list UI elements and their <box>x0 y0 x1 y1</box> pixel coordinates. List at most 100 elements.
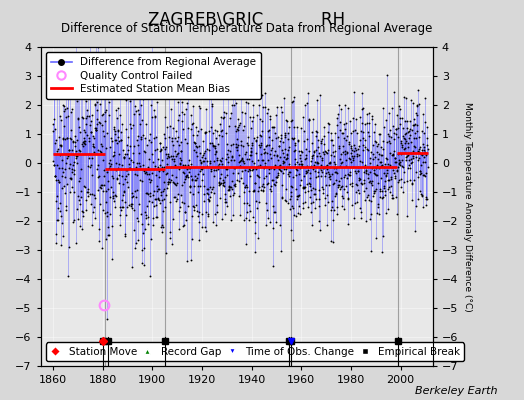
Point <box>157 192 166 198</box>
Point <box>159 224 167 230</box>
Point <box>379 146 387 152</box>
Point <box>208 101 216 108</box>
Point <box>220 109 228 116</box>
Point <box>336 151 345 157</box>
Point <box>89 209 97 215</box>
Point <box>54 204 62 211</box>
Point <box>405 157 413 164</box>
Point <box>270 166 279 172</box>
Point <box>326 164 335 170</box>
Point <box>50 78 58 84</box>
Point <box>218 127 226 134</box>
Point <box>329 148 337 155</box>
Point <box>299 114 308 120</box>
Point <box>173 151 181 158</box>
Point <box>79 127 88 133</box>
Point <box>190 147 199 154</box>
Point <box>238 143 247 149</box>
Point <box>339 148 347 155</box>
Point <box>412 154 421 160</box>
Point <box>119 154 128 161</box>
Point <box>83 113 92 119</box>
Text: Difference of Station Temperature Data from Regional Average: Difference of Station Temperature Data f… <box>61 22 432 35</box>
Point <box>323 191 332 198</box>
Point <box>148 114 156 120</box>
Point <box>301 198 310 205</box>
Point <box>196 183 204 190</box>
Point <box>66 134 74 141</box>
Point <box>346 143 355 149</box>
Point <box>134 237 143 243</box>
Point <box>395 161 403 168</box>
Point <box>378 152 387 158</box>
Point <box>82 196 90 203</box>
Point <box>414 174 422 180</box>
Point <box>348 128 357 135</box>
Point <box>190 139 198 146</box>
Point <box>297 148 305 154</box>
Point <box>324 170 333 177</box>
Point <box>80 183 89 189</box>
Point <box>221 191 230 197</box>
Point <box>195 157 204 163</box>
Point <box>408 126 416 133</box>
Point <box>141 190 150 196</box>
Point <box>111 131 119 137</box>
Point <box>392 126 401 132</box>
Point <box>356 176 364 182</box>
Point <box>100 69 108 76</box>
Point <box>145 176 154 182</box>
Point <box>357 128 365 134</box>
Point <box>410 135 419 142</box>
Point <box>51 172 59 179</box>
Point <box>309 152 317 158</box>
Point <box>206 75 215 82</box>
Point <box>302 168 311 174</box>
Point <box>322 149 331 155</box>
Point <box>385 177 394 184</box>
Point <box>182 216 190 223</box>
Point <box>328 204 336 210</box>
Point <box>403 152 412 159</box>
Point <box>343 188 352 195</box>
Point <box>402 118 411 124</box>
Point <box>383 169 391 176</box>
Point <box>117 166 125 172</box>
Point <box>84 135 93 142</box>
Point <box>387 176 396 182</box>
Point <box>347 202 356 208</box>
Point <box>175 166 183 172</box>
Point <box>346 171 354 178</box>
Point <box>154 186 162 193</box>
Point <box>392 168 401 174</box>
Point <box>375 130 384 137</box>
Point <box>201 148 209 154</box>
Point <box>149 215 158 222</box>
Point <box>201 128 209 135</box>
Point <box>261 163 269 169</box>
Point <box>69 162 78 168</box>
Point <box>183 125 192 131</box>
Point <box>147 139 156 145</box>
Point <box>123 204 132 210</box>
Point <box>111 136 119 143</box>
Point <box>61 160 70 166</box>
Point <box>73 153 81 159</box>
Point <box>70 217 78 223</box>
Point <box>264 106 272 112</box>
Point <box>288 116 296 123</box>
Point <box>390 89 398 96</box>
Point <box>345 181 354 188</box>
Point <box>85 113 93 119</box>
Point <box>192 202 200 208</box>
Point <box>412 122 421 128</box>
Point <box>409 116 418 122</box>
Point <box>186 189 194 195</box>
Point <box>380 170 388 176</box>
Point <box>167 172 176 178</box>
Point <box>91 127 100 134</box>
Point <box>331 147 339 154</box>
Point <box>247 148 256 155</box>
Point <box>326 152 335 158</box>
Point <box>130 81 138 87</box>
